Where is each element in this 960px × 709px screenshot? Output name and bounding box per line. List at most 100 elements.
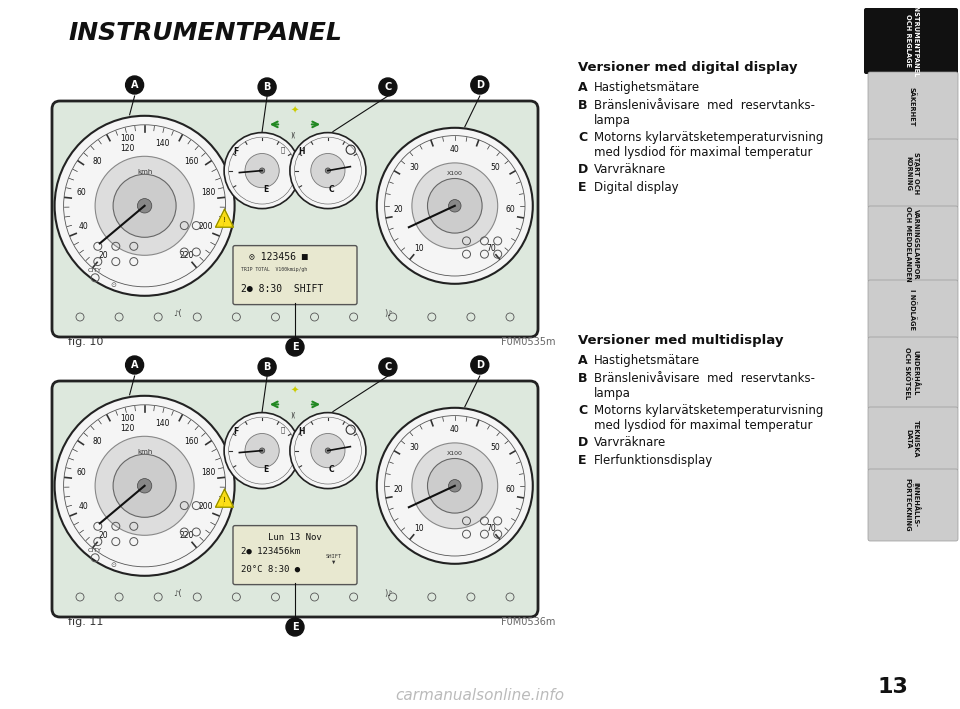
Circle shape [376, 408, 533, 564]
Circle shape [376, 128, 533, 284]
Text: 40: 40 [450, 145, 460, 154]
Text: ♪(: ♪( [173, 309, 181, 318]
Circle shape [95, 436, 194, 535]
Text: E: E [292, 342, 299, 352]
Text: 20: 20 [394, 205, 403, 213]
Text: 30: 30 [409, 442, 419, 452]
Circle shape [286, 618, 304, 636]
Text: 80: 80 [93, 437, 103, 446]
FancyBboxPatch shape [868, 206, 958, 282]
Circle shape [385, 135, 525, 276]
Text: UNDERHÅLL
OCH SKÖTSEL: UNDERHÅLL OCH SKÖTSEL [904, 347, 920, 399]
Text: ✦: ✦ [291, 386, 300, 396]
Text: 80: 80 [93, 157, 103, 166]
Text: E: E [578, 181, 587, 194]
Text: ⊙: ⊙ [110, 282, 116, 288]
Text: E: E [292, 622, 299, 632]
Circle shape [258, 78, 276, 96]
Text: kmh: kmh [137, 169, 153, 174]
Text: 180: 180 [201, 467, 215, 476]
Text: TRIP TOTAL  V100kmip/gh: TRIP TOTAL V100kmip/gh [241, 267, 307, 272]
Text: 20: 20 [394, 484, 403, 493]
Circle shape [95, 156, 194, 255]
Text: 10: 10 [414, 245, 423, 253]
Text: 60: 60 [77, 188, 86, 196]
Text: START OCH
KÖRNING: START OCH KÖRNING [905, 152, 919, 195]
Text: !: ! [223, 217, 226, 223]
Text: B: B [578, 99, 588, 112]
Text: Bränslenivåvisare  med  reservtanks-
lampa: Bränslenivåvisare med reservtanks- lampa [594, 99, 815, 127]
FancyBboxPatch shape [868, 139, 958, 208]
Circle shape [470, 356, 489, 374]
Text: C: C [578, 131, 588, 144]
Text: ⛽: ⛽ [281, 146, 285, 153]
Polygon shape [215, 209, 233, 227]
Text: 10: 10 [414, 525, 423, 533]
Circle shape [379, 358, 396, 376]
Text: 60: 60 [77, 467, 86, 476]
Text: 70: 70 [486, 245, 495, 253]
Circle shape [448, 199, 461, 212]
Text: 40: 40 [79, 223, 88, 231]
Text: Hastighetsmätare: Hastighetsmätare [594, 354, 700, 367]
Text: VARNINGSLAMPOR
OCH MEDDELANDEN: VARNINGSLAMPOR OCH MEDDELANDEN [905, 206, 919, 282]
FancyBboxPatch shape [233, 525, 357, 585]
Text: Hastighetsmätare: Hastighetsmätare [594, 81, 700, 94]
Circle shape [137, 479, 152, 493]
Text: )♪: )♪ [385, 589, 394, 598]
FancyBboxPatch shape [864, 8, 958, 74]
Text: Bränslenivåvisare  med  reservtanks-
lampa: Bränslenivåvisare med reservtanks- lampa [594, 372, 815, 400]
Text: 100
120: 100 120 [120, 134, 134, 153]
Text: E: E [263, 465, 269, 474]
FancyBboxPatch shape [868, 72, 958, 141]
Circle shape [448, 479, 461, 492]
Circle shape [55, 116, 234, 296]
Text: CITY: CITY [88, 268, 102, 273]
Circle shape [412, 443, 497, 529]
Text: !: ! [223, 497, 226, 503]
Circle shape [385, 415, 525, 556]
Text: 220: 220 [180, 251, 194, 260]
Text: SHIFT
▼: SHIFT ▼ [325, 554, 342, 565]
Text: D: D [578, 436, 588, 449]
Circle shape [245, 154, 279, 188]
Circle shape [113, 454, 176, 518]
Text: Motorns kylarvätsketemperaturvisning
med lysdiod för maximal temperatur: Motorns kylarvätsketemperaturvisning med… [594, 404, 824, 432]
Circle shape [412, 163, 497, 249]
Circle shape [427, 179, 482, 233]
Circle shape [325, 168, 330, 173]
Text: C: C [578, 404, 588, 417]
Text: )(: )( [290, 411, 296, 418]
Text: H: H [298, 427, 304, 436]
Text: 2● 8:30  SHIFT: 2● 8:30 SHIFT [241, 284, 324, 294]
Circle shape [311, 433, 345, 468]
Text: B: B [578, 372, 588, 385]
FancyBboxPatch shape [52, 381, 538, 617]
Text: 40: 40 [79, 502, 88, 511]
Text: 2● 123456km: 2● 123456km [241, 547, 300, 556]
Text: 200: 200 [199, 502, 213, 511]
Text: 40: 40 [450, 425, 460, 434]
Text: INSTRUMENTPANEL: INSTRUMENTPANEL [68, 21, 342, 45]
Circle shape [290, 133, 366, 208]
Circle shape [295, 137, 361, 204]
Circle shape [63, 125, 226, 287]
Text: X100: X100 [446, 171, 463, 176]
FancyBboxPatch shape [868, 407, 958, 471]
Text: B: B [263, 82, 271, 92]
FancyBboxPatch shape [868, 280, 958, 339]
Text: F0M0536m: F0M0536m [500, 617, 555, 627]
Circle shape [63, 405, 226, 566]
Text: F: F [233, 147, 238, 156]
Text: 20: 20 [98, 531, 108, 540]
Circle shape [55, 396, 234, 576]
Text: Versioner med multidisplay: Versioner med multidisplay [578, 334, 783, 347]
Circle shape [259, 448, 265, 453]
Text: CITY: CITY [88, 548, 102, 553]
Text: Motorns kylarvätsketemperaturvisning
med lysdiod för maximal temperatur: Motorns kylarvätsketemperaturvisning med… [594, 131, 824, 159]
Circle shape [228, 417, 296, 484]
Text: 20: 20 [98, 251, 108, 260]
Circle shape [470, 76, 489, 94]
Text: A: A [578, 81, 588, 94]
FancyBboxPatch shape [52, 101, 538, 337]
